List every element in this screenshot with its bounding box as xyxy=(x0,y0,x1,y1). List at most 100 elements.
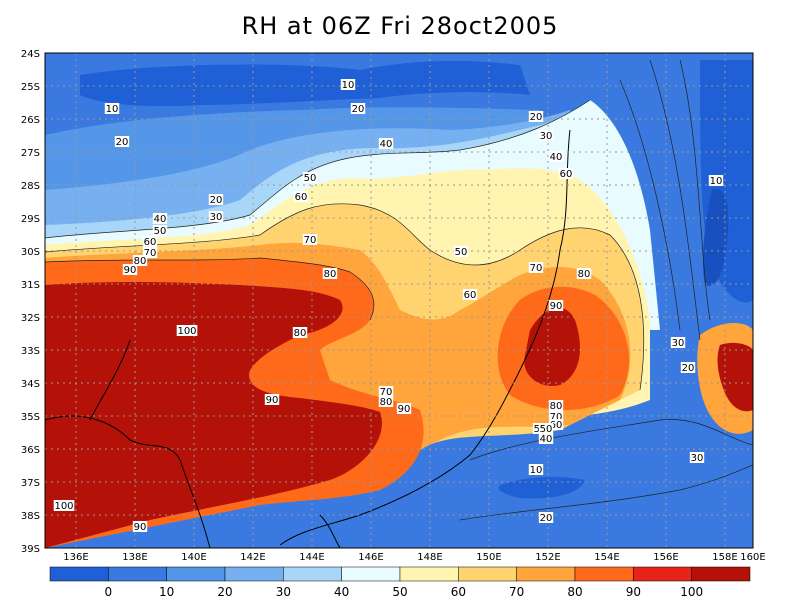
contour-fill-100 xyxy=(45,281,382,548)
contour-label-bg xyxy=(322,268,338,279)
contour-label: 70 xyxy=(550,412,563,423)
colorbar-swatch xyxy=(516,566,576,582)
contour-label-bg xyxy=(708,175,724,186)
contour-label: 80 xyxy=(578,269,591,280)
contour-fill-east-lowest xyxy=(702,188,729,286)
contour-label-bg xyxy=(53,500,75,511)
contour-label-bg xyxy=(548,151,564,162)
colorbar-label: 40 xyxy=(334,585,349,599)
contour-label-bg xyxy=(670,337,686,348)
contour-label: 90 xyxy=(550,301,563,312)
contour-label-bg xyxy=(152,225,168,236)
contour-label: 80 xyxy=(324,269,337,280)
contour-label: 60 xyxy=(464,290,477,301)
lat-label: 36S xyxy=(21,445,40,456)
colorbar-swatch xyxy=(633,566,692,582)
contour-label: 40 xyxy=(380,139,393,150)
lat-label: 26S xyxy=(21,115,40,126)
map-title: RH at 06Z Fri 28oct2005 xyxy=(241,12,559,40)
lon-label: 160E xyxy=(740,552,765,563)
contour-label: 20 xyxy=(352,104,365,115)
contour-label-bg xyxy=(538,130,554,141)
contour-label-bg xyxy=(176,325,198,336)
lon-label: 148E xyxy=(417,552,442,563)
contour-label-bg xyxy=(208,211,224,222)
plot-frame xyxy=(44,52,754,549)
lon-axis: 136E 138E 140E 142E 144E 146E 148E 150E … xyxy=(63,552,765,563)
lat-label: 30S xyxy=(21,247,40,258)
contour-label-bg xyxy=(528,464,544,475)
contour-label: 50 xyxy=(455,247,468,258)
contour-label-bg xyxy=(680,362,696,373)
lat-label: 35S xyxy=(21,412,40,423)
colorbar-swatch xyxy=(49,566,109,582)
contour-label: 20 xyxy=(540,513,553,524)
colorbar-label: 10 xyxy=(159,585,174,599)
contour-label-bg xyxy=(576,268,592,279)
colorbar-label: 90 xyxy=(626,585,641,599)
contour-label-bg xyxy=(378,396,394,407)
contour-label: 60 xyxy=(144,237,157,248)
lon-label: 136E xyxy=(63,552,88,563)
contour-label: 30 xyxy=(691,453,704,464)
lon-label: 140E xyxy=(181,552,206,563)
contour-label: 30 xyxy=(672,338,685,349)
contour-label: 70 xyxy=(530,263,543,274)
graticule xyxy=(45,53,753,548)
lon-label: 144E xyxy=(299,552,324,563)
contour-label: 60 xyxy=(560,169,573,180)
contour-label-bg xyxy=(132,521,148,532)
contour-label: 60 xyxy=(550,420,563,431)
colorbar-swatch xyxy=(283,566,342,582)
contour-label-bg xyxy=(462,289,478,300)
contour-label-bg xyxy=(208,194,224,205)
contour-label-bg xyxy=(104,103,120,114)
contour-label-bg xyxy=(548,400,564,411)
contour-lines xyxy=(45,59,753,521)
colorbar-label: 50 xyxy=(392,585,407,599)
colorbar-swatch xyxy=(399,566,459,582)
contour-label: 50 xyxy=(304,173,317,184)
contour-label: 10 xyxy=(106,104,119,115)
contour-label: 90 xyxy=(134,522,147,533)
lat-label: 38S xyxy=(21,511,40,522)
colorbar-label: 80 xyxy=(567,585,582,599)
colorbar-swatch xyxy=(166,566,226,582)
contour-label: 20 xyxy=(682,363,695,374)
contour-label-bg xyxy=(378,386,394,397)
contour-label-bg xyxy=(396,403,412,414)
contour-label-bg xyxy=(114,136,130,147)
lon-label: 150E xyxy=(476,552,501,563)
lat-label: 27S xyxy=(21,148,40,159)
colorbar-swatch xyxy=(458,566,517,582)
lon-label: 156E xyxy=(653,552,678,563)
contour-label: 30 xyxy=(210,212,223,223)
contour-fill-east-100 xyxy=(524,307,580,386)
contour-label: 80 xyxy=(550,401,563,412)
contour-label: 10 xyxy=(530,465,543,476)
lon-label: 138E xyxy=(122,552,147,563)
contour-label-bg xyxy=(142,247,158,258)
contour-label: 10 xyxy=(342,80,355,91)
contour-label: 20 xyxy=(530,112,543,123)
contour-label: 10 xyxy=(710,176,723,187)
contour-label: 100 xyxy=(54,501,73,512)
colorbar-swatch xyxy=(108,566,167,582)
colorbar-swatch xyxy=(574,566,634,582)
lat-label: 37S xyxy=(21,478,40,489)
contour-label-bg xyxy=(264,394,280,405)
contour-label: 90 xyxy=(266,395,279,406)
contour-label: 70 xyxy=(304,235,317,246)
contour-label: 70 xyxy=(144,248,157,259)
contour-label-bg xyxy=(302,234,318,245)
lat-label: 31S xyxy=(21,280,40,291)
filled-contours xyxy=(45,53,753,548)
contour-label: 80 xyxy=(294,328,307,339)
contour-label: 20 xyxy=(210,195,223,206)
contour-label-bg xyxy=(292,327,308,338)
contour-label: 40 xyxy=(154,214,167,225)
contour-label-bg xyxy=(302,172,318,183)
contour-label-bg xyxy=(538,433,554,444)
